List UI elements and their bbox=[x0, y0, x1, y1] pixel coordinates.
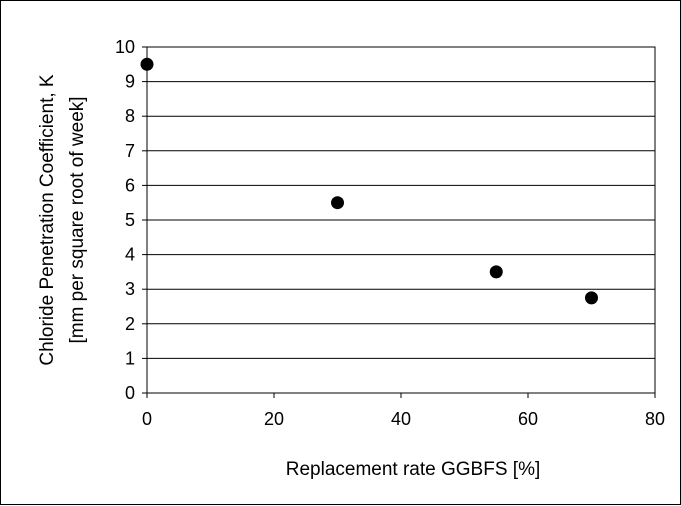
y-tick-label: 10 bbox=[115, 37, 135, 57]
y-tick-label: 5 bbox=[125, 210, 135, 230]
y-tick-label: 7 bbox=[125, 141, 135, 161]
y-tick-label: 4 bbox=[125, 245, 135, 265]
y-tick-label: 9 bbox=[125, 72, 135, 92]
y-axis-title-line-1: Chloride Penetration Coefficient, K bbox=[37, 74, 58, 365]
y-tick-label: 1 bbox=[125, 348, 135, 368]
y-tick-label: 8 bbox=[125, 106, 135, 126]
data-point bbox=[585, 291, 598, 305]
data-point bbox=[331, 196, 344, 210]
y-tick-label: 3 bbox=[125, 279, 135, 299]
data-point bbox=[489, 265, 503, 279]
tick-layer: 0 1 2 3 4 5 6 7 8 9 10 0 20 40 60 80 bbox=[115, 37, 665, 429]
x-tick-label: 20 bbox=[264, 409, 284, 429]
y-tick-label: 0 bbox=[125, 383, 135, 403]
x-axis-title: Replacement rate GGBFS [%] bbox=[286, 459, 541, 480]
point-layer bbox=[140, 57, 598, 305]
y-tick-label: 2 bbox=[125, 314, 135, 334]
y-axis-title-line-2: [mm per square root of week] bbox=[67, 96, 88, 343]
grid-layer bbox=[147, 81, 655, 359]
x-tick-label: 0 bbox=[142, 409, 152, 429]
x-tick-label: 80 bbox=[645, 409, 665, 429]
x-tick-label: 40 bbox=[391, 409, 411, 429]
x-tick-label: 60 bbox=[518, 409, 538, 429]
data-point bbox=[140, 57, 154, 71]
y-tick-label: 6 bbox=[125, 175, 135, 195]
